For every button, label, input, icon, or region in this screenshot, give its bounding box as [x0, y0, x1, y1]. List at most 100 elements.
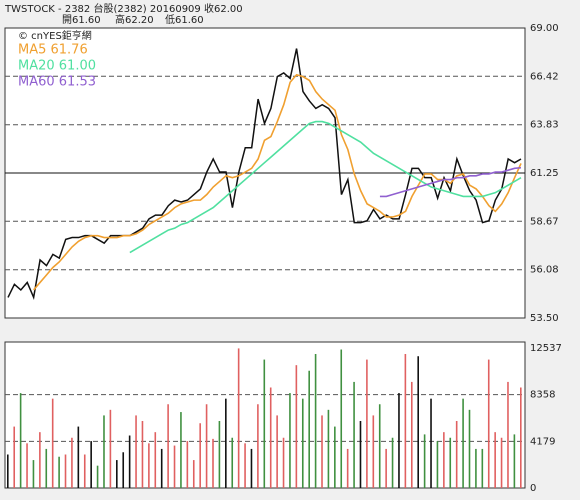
- legend-entry: MA5 61.76: [18, 43, 88, 58]
- volume-bar: [263, 359, 266, 488]
- volume-bar: [289, 393, 291, 488]
- volume-bar: [455, 420, 458, 488]
- volume-bar: [218, 420, 221, 488]
- volume-bar: [372, 415, 375, 488]
- volume-bar: [122, 452, 125, 488]
- volume-bar: [269, 387, 272, 488]
- volume-bar: [96, 465, 99, 488]
- volume-bar: [462, 398, 464, 488]
- legend-entry: MA60 61.53: [18, 75, 96, 90]
- volume-bar: [423, 434, 426, 488]
- volume-bar: [250, 448, 253, 488]
- volume-bar: [353, 381, 355, 488]
- volume-bar: [443, 432, 445, 488]
- volume-bar: [507, 381, 509, 488]
- chart-title: TWSTOCK - 2382 台股(2382) 20160909 收62.00: [4, 2, 243, 15]
- y-tick-label: 12537: [530, 343, 562, 354]
- open-label: 開61.60: [62, 14, 101, 26]
- volume-bar: [7, 454, 9, 488]
- volume-bar: [64, 454, 67, 488]
- volume-bar: [109, 409, 112, 488]
- volume-bar: [513, 434, 516, 488]
- volume-bar: [225, 398, 227, 488]
- volume-bar: [276, 415, 278, 488]
- volume-bar: [449, 437, 452, 488]
- volume-bar: [237, 348, 240, 488]
- y-tick-label: 61.25: [530, 168, 559, 179]
- volume-bar: [244, 443, 246, 488]
- high-label: 高62.20: [115, 13, 154, 26]
- volume-bar: [154, 432, 157, 488]
- volume-bar: [391, 437, 394, 488]
- volume-bar: [340, 349, 343, 488]
- volume-bar: [199, 423, 201, 488]
- volume-bar: [327, 409, 330, 488]
- volume-bar: [398, 393, 400, 488]
- volume-bar: [116, 460, 118, 488]
- volume-bar: [212, 438, 214, 488]
- volume-bar: [148, 443, 150, 488]
- y-tick-label: 58.67: [530, 216, 559, 227]
- volume-bar: [128, 435, 131, 488]
- volume-bar: [173, 445, 176, 488]
- y-tick-label: 69.00: [530, 23, 559, 34]
- volume-bar: [334, 426, 336, 488]
- volume-bar: [481, 448, 484, 488]
- volume-bar: [103, 415, 105, 488]
- y-tick-label: 53.50: [530, 313, 559, 324]
- volume-bar: [77, 426, 80, 488]
- volume-bar: [19, 393, 22, 488]
- volume-bar: [257, 404, 259, 488]
- volume-bar: [295, 365, 298, 488]
- low-label: 低61.60: [165, 13, 204, 26]
- legend-entry: MA20 61.00: [18, 59, 96, 74]
- volume-bar: [26, 443, 28, 488]
- y-tick-label: 63.83: [530, 120, 559, 131]
- y-tick-label: 66.42: [530, 71, 559, 82]
- volume-bar: [13, 426, 16, 488]
- volume-bar: [359, 420, 362, 488]
- price-line: [129, 120, 522, 254]
- volume-bar: [71, 437, 73, 488]
- volume-bar: [160, 448, 163, 488]
- volume-bar: [301, 398, 304, 488]
- volume-bar: [180, 412, 182, 488]
- volume-bar: [282, 437, 285, 488]
- volume-bar: [51, 398, 54, 488]
- source-label: © cnYES鉅亨網: [18, 29, 92, 42]
- volume-bar: [167, 404, 169, 488]
- volume-bar: [500, 437, 503, 488]
- volume-bar: [231, 437, 234, 488]
- volume-bar: [205, 404, 208, 488]
- volume-bar: [45, 448, 48, 488]
- volume-bar: [520, 387, 522, 488]
- volume-bar: [436, 441, 439, 488]
- volume-bar: [314, 353, 317, 488]
- volume-bar: [366, 359, 368, 488]
- volume-bar: [321, 415, 323, 488]
- price-line: [33, 73, 522, 291]
- volume-bar: [404, 353, 407, 488]
- volume-bar: [346, 448, 349, 488]
- volume-bar: [410, 381, 413, 488]
- volume-bar: [32, 460, 35, 488]
- volume-bar: [487, 359, 490, 488]
- y-tick-label: 8358: [530, 390, 555, 401]
- price-line: [7, 48, 522, 301]
- volume-bar: [83, 454, 86, 488]
- volume-bar: [308, 370, 310, 488]
- y-tick-label: 4179: [530, 436, 555, 447]
- volume-bar: [475, 448, 477, 488]
- volume-bar: [90, 441, 92, 488]
- volume-bar: [385, 448, 387, 488]
- volume-bar: [468, 409, 471, 488]
- volume-bar: [378, 404, 381, 488]
- volume-bar: [39, 432, 41, 488]
- volume-bar: [58, 456, 60, 488]
- y-tick-label: 0: [530, 483, 536, 494]
- y-tick-label: 56.08: [530, 265, 559, 276]
- volume-bar: [186, 441, 189, 488]
- volume-bar: [417, 356, 419, 488]
- price-line: [379, 166, 522, 198]
